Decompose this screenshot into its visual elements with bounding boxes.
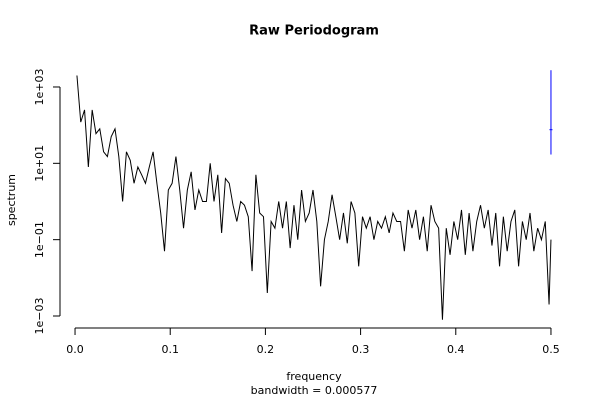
y-tick-label: 1e−03 — [33, 298, 46, 335]
x-tick-label: 0.1 — [161, 343, 179, 356]
y-axis-label: spectrum — [5, 174, 18, 226]
x-axis-sublabel: bandwidth = 0.000577 — [251, 384, 378, 397]
x-axis-label: frequency — [286, 370, 342, 383]
y-tick-label: 1e+03 — [33, 68, 46, 105]
x-tick-label: 0.0 — [66, 343, 84, 356]
chart-title: Raw Periodogram — [249, 24, 379, 39]
x-tick-label: 0.4 — [447, 343, 465, 356]
x-tick-label: 0.2 — [257, 343, 275, 356]
y-tick-label: 1e+01 — [33, 145, 46, 182]
spectrum-line — [76, 75, 552, 320]
y-tick-label: 1e−01 — [33, 221, 46, 258]
x-tick-label: 0.3 — [352, 343, 370, 356]
x-tick-label: 0.5 — [542, 343, 560, 356]
